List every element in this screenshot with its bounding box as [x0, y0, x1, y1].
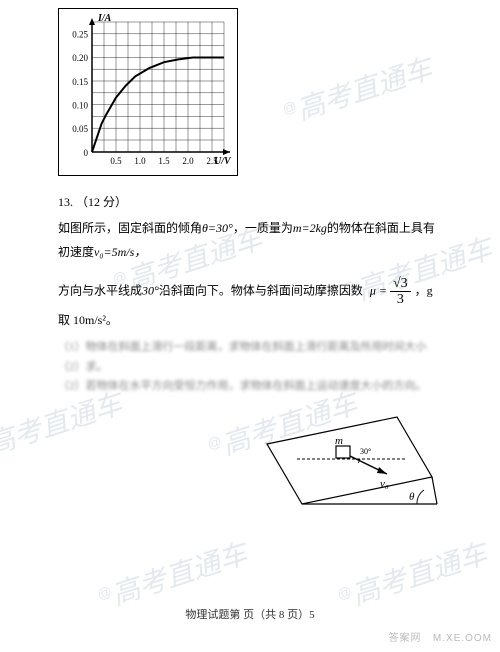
text: 如图所示，固定斜面的倾角	[58, 221, 202, 235]
svg-text:0.05: 0.05	[72, 124, 88, 134]
mu-formula: μ = √3 3	[370, 276, 411, 308]
angle-expr: 30°	[142, 284, 159, 298]
svg-text:1.5: 1.5	[158, 156, 170, 166]
corner-watermark: 答案网 M.XE.OOM	[389, 629, 492, 644]
svg-text:I/A: I/A	[97, 14, 112, 24]
watermark: @高考直通车	[93, 532, 252, 618]
v0-expr: v₀=5m/s，	[94, 245, 146, 259]
svg-text:U/V: U/V	[214, 156, 232, 167]
text: ，一质量为	[233, 221, 293, 235]
svg-text:30°: 30°	[360, 447, 371, 456]
svg-text:v₀: v₀	[380, 478, 389, 490]
svg-text:m: m	[335, 435, 343, 447]
svg-text:0.25: 0.25	[72, 30, 88, 40]
incline-svg: θ m v₀ 30°	[252, 409, 442, 519]
iv-chart-svg: 0 0.05 0.10 0.15 0.20 0.25 0.5 1.0 1.5 2…	[64, 14, 232, 170]
incline-diagram: θ m v₀ 30°	[58, 409, 442, 519]
blurred-subquestion-1: （1）物体在斜面上滑行一段距离，求物体在斜面上滑行距离及所用时间大小 （2）求。…	[58, 338, 442, 397]
mass-expr: m=2kg	[293, 221, 327, 235]
svg-text:2.0: 2.0	[182, 156, 194, 166]
svg-text:θ: θ	[409, 491, 415, 503]
problem-points: （12 分）	[76, 195, 127, 209]
problem-13: 13. （12 分） 如图所示，固定斜面的倾角θ=30°，一质量为m=2kg的物…	[58, 190, 442, 397]
svg-text:0.15: 0.15	[72, 77, 88, 87]
svg-text:1.0: 1.0	[134, 156, 146, 166]
svg-text:0: 0	[84, 148, 89, 158]
theta-expr: θ=30°	[202, 221, 233, 235]
page-footer: 物理试题第 页（共 8 页）5	[0, 606, 500, 622]
svg-text:0.20: 0.20	[72, 53, 88, 63]
watermark: @高考直通车	[333, 532, 492, 618]
iv-chart: 0 0.05 0.10 0.15 0.20 0.25 0.5 1.0 1.5 2…	[58, 8, 238, 176]
problem-number: 13.	[58, 195, 73, 209]
svg-text:0.5: 0.5	[110, 156, 122, 166]
svg-text:0.10: 0.10	[72, 100, 88, 110]
text: 沿斜面向下。物体与斜面间动摩擦因数	[159, 284, 363, 298]
text: 方向与水平线成	[58, 284, 142, 298]
